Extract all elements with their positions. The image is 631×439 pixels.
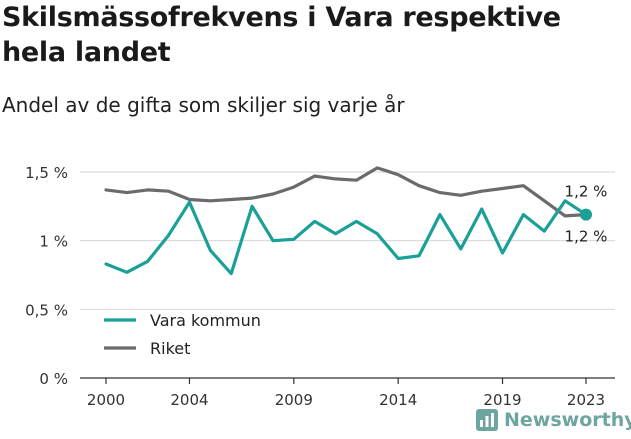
end-label-riket: 1,2 % — [565, 183, 608, 201]
x-axis: 2000 2004 2009 2014 2019 2023 — [80, 378, 615, 409]
x-tick-label: 2004 — [170, 391, 208, 409]
brand-name: Newsworthy — [504, 409, 631, 431]
y-tick-label: 1 % — [39, 233, 68, 251]
y-tick-label: 1,5 % — [25, 164, 68, 182]
series-end-point-vara-kommun — [580, 209, 592, 221]
x-tick-label: 2014 — [379, 391, 417, 409]
end-label-vara-kommun: 1,2 % — [565, 228, 608, 246]
legend-label: Vara kommun — [150, 311, 261, 330]
newsworthy-logo-icon — [476, 409, 498, 431]
series-line-vara-kommun — [106, 201, 586, 274]
legend-label: Riket — [150, 339, 190, 358]
x-tick-label: 2000 — [87, 391, 125, 409]
y-axis: 0 % 0,5 % 1 % 1,5 % — [25, 164, 68, 388]
x-tick-label: 2019 — [483, 391, 521, 409]
x-tick-label: 2023 — [567, 391, 605, 409]
brand-logo: Newsworthy — [476, 409, 631, 431]
y-tick-label: 0 % — [39, 370, 68, 388]
series-line-riket — [106, 168, 586, 216]
x-tick-label: 2009 — [275, 391, 313, 409]
series-lines — [106, 168, 592, 274]
legend: Vara kommun Riket — [104, 311, 261, 358]
y-tick-label: 0,5 % — [25, 301, 68, 319]
